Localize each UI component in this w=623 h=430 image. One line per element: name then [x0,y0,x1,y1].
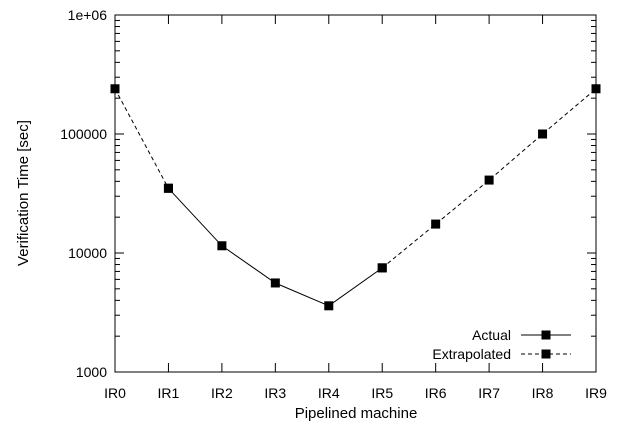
x-tick-label: IR5 [371,385,393,401]
data-point-extrapolated [591,84,601,94]
series-line-actual [168,187,383,307]
legend-marker-extrapolated [541,349,551,359]
data-point-extrapolated [431,219,441,229]
y-tick-label: 100000 [60,126,107,142]
y-tick-label: 1000 [76,364,107,380]
x-axis: IR0 IR1 IR2 IR3 IR4 IR5 IR6 IR7 IR8 IR9 [104,15,607,401]
y-axis-label: Verification Time [sec] [15,120,32,266]
x-tick-label: IR3 [264,385,286,401]
legend-marker-actual [541,330,551,340]
legend-label-extrapolated: Extrapolated [432,346,511,362]
series-line-extrapolated [114,88,169,189]
x-tick-label: IR9 [585,385,607,401]
x-tick-label: IR7 [478,385,500,401]
x-tick-label: IR6 [425,385,447,401]
legend-label-actual: Actual [472,327,511,343]
data-point-extrapolated [377,263,387,273]
data-point-actual [324,301,334,311]
series-layer [110,84,601,311]
data-point-actual [270,278,280,288]
data-point-extrapolated [163,183,173,193]
x-axis-label: Pipelined machine [295,405,418,422]
plot-frame [114,14,597,373]
data-point-extrapolated [538,129,548,139]
x-tick-label: IR1 [158,385,180,401]
x-tick-label: IR2 [211,385,233,401]
y-tick-label: 10000 [68,245,107,261]
x-tick-label: IR8 [532,385,554,401]
x-tick-label: IR4 [318,385,340,401]
series-line-extrapolated [381,88,597,269]
x-tick-label: IR0 [104,385,126,401]
legend: Actual Extrapolated [432,327,571,362]
y-axis: 1000 10000 100000 1e+06 [60,7,596,380]
data-point-actual [217,241,227,251]
data-point-extrapolated [484,175,494,185]
data-point-extrapolated [110,84,120,94]
y-tick-label: 1e+06 [68,7,108,23]
